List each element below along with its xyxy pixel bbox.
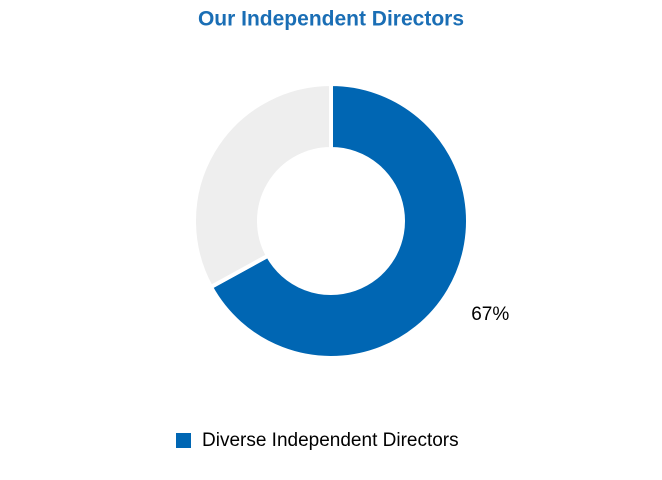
donut-slice xyxy=(208,81,470,360)
donut-slice xyxy=(192,81,333,290)
legend-swatch xyxy=(176,433,191,448)
chart-title: Our Independent Directors xyxy=(198,8,464,31)
data-label: 67% xyxy=(471,304,509,325)
legend-label: Diverse Independent Directors xyxy=(202,430,459,451)
